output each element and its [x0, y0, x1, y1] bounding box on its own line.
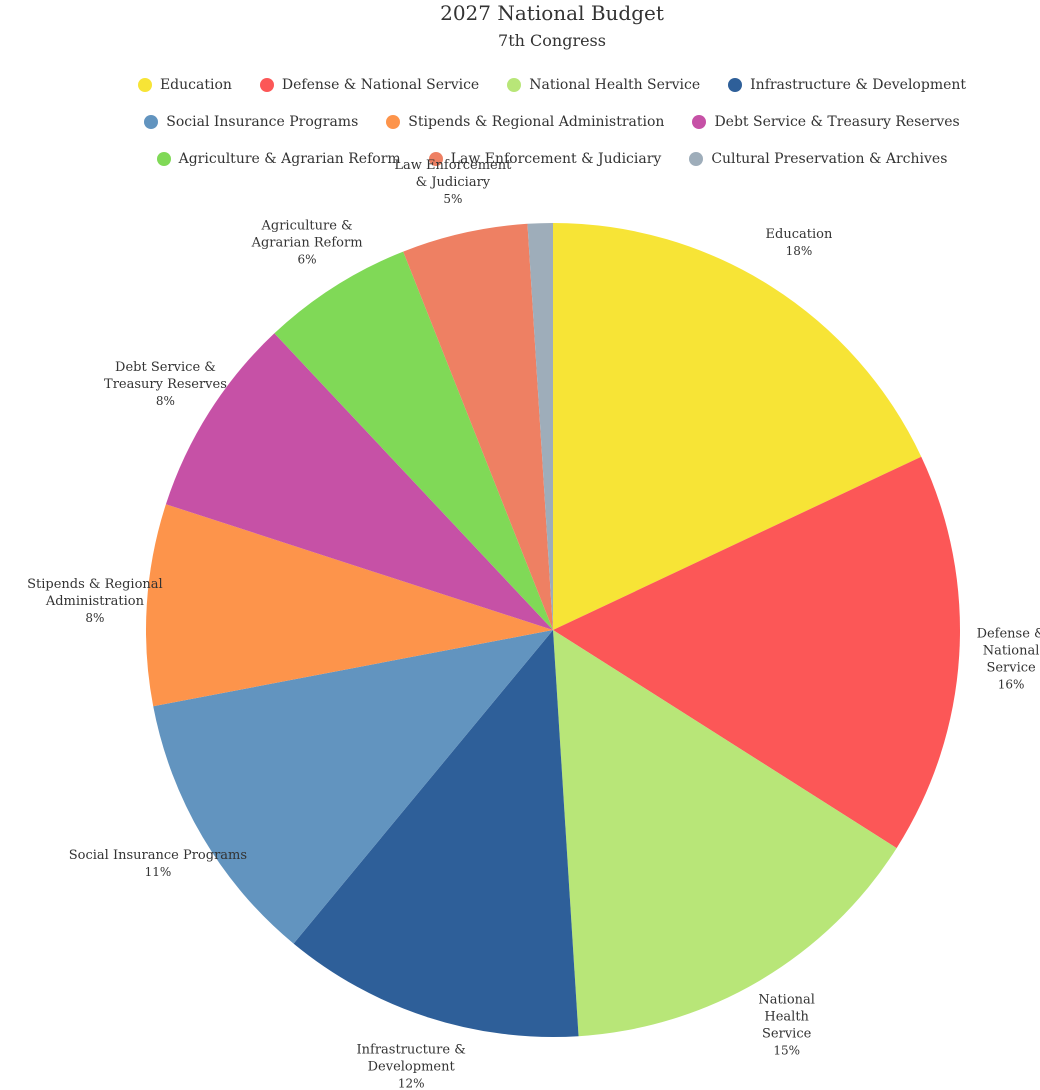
- slice-percent-label: 11%: [145, 865, 172, 879]
- slice-name-label: Service: [762, 1027, 812, 1042]
- legend-label: Debt Service & Treasury Reserves: [714, 113, 960, 130]
- slice-label: Defense & National Service 16%: [977, 626, 1040, 691]
- slice-name-label: Infrastructure &: [357, 1043, 466, 1058]
- slice-label: Education 18%: [766, 227, 833, 258]
- legend-label: Cultural Preservation & Archives: [711, 150, 948, 167]
- pie-slice[interactable]: [293, 630, 579, 1037]
- legend-swatch: [728, 77, 743, 92]
- legend-label: Agriculture & Agrarian Reform: [178, 150, 401, 167]
- slice-name-label: Development: [368, 1060, 456, 1075]
- slice-percent-label: 5%: [443, 192, 462, 206]
- legend-label: National Health Service: [529, 76, 701, 93]
- legend-item[interactable]: Law Enforcement & Judiciary: [428, 150, 662, 167]
- slice-percent-label: 16%: [998, 677, 1025, 691]
- pie-slice[interactable]: [274, 251, 553, 630]
- slice-label: Social Insurance Programs 11%: [69, 848, 247, 879]
- legend-item[interactable]: Education: [137, 76, 232, 93]
- legend-item[interactable]: National Health Service: [507, 77, 700, 93]
- slice-label: Agriculture & Agrarian Reform 6%: [251, 218, 363, 266]
- slice-percent-label: 6%: [298, 252, 317, 266]
- slice-name-label: Treasury Reserves: [104, 377, 227, 392]
- legend-label: Law Enforcement & Judiciary: [450, 150, 662, 167]
- legend-label: Education: [159, 76, 232, 93]
- legend-swatch: [428, 151, 443, 166]
- slice-label: Law Enforcement & Judiciary 5%: [394, 158, 512, 206]
- legend-swatch: [507, 77, 522, 92]
- legend-label: Social Insurance Programs: [166, 113, 359, 130]
- slice-percent-label: 8%: [156, 394, 175, 408]
- slice-name-label: Agriculture &: [261, 218, 353, 233]
- slice-name-label: Service: [986, 660, 1036, 675]
- legend-item[interactable]: Stipends & Regional Administration: [386, 114, 664, 130]
- slice-name-label: Agrarian Reform: [251, 235, 363, 250]
- slice-percent-label: 8%: [85, 611, 104, 625]
- slice-name-label: Health: [764, 1010, 809, 1025]
- legend-swatch: [156, 151, 171, 166]
- legend-swatch: [137, 77, 152, 92]
- legend-swatch: [144, 114, 159, 129]
- pie-slice[interactable]: [165, 333, 554, 630]
- slice-name-label: Education: [766, 227, 833, 242]
- slice-percent-label: 15%: [773, 1044, 800, 1058]
- slice-name-label: National: [758, 993, 815, 1008]
- legend-swatch: [692, 114, 707, 129]
- slice-labels: Education 18% Defense & National Service 16% N…: [27, 158, 1040, 1090]
- slice-name-label: Debt Service &: [115, 360, 216, 375]
- slice-name-label: National: [983, 643, 1040, 658]
- legend-row: Social Insurance Programs Stipends & Regi…: [0, 103, 1040, 140]
- legend-item[interactable]: Infrastructure & Development: [728, 77, 966, 93]
- pie-slice[interactable]: [527, 223, 553, 630]
- slice-label: Debt Service & Treasury Reserves 8%: [104, 360, 227, 408]
- slice-name-label: Stipends & Regional: [27, 577, 163, 592]
- legend-item[interactable]: Debt Service & Treasury Reserves: [692, 113, 960, 130]
- pie-slice[interactable]: [403, 223, 553, 631]
- legend-label: Defense & National Service: [281, 76, 480, 93]
- slice-name-label: Defense &: [977, 626, 1040, 641]
- legend-item[interactable]: Cultural Preservation & Archives: [689, 151, 947, 167]
- slice-percent-label: 12%: [398, 1077, 425, 1090]
- legend-swatch: [689, 151, 704, 166]
- slice-name-label: Administration: [45, 594, 145, 609]
- slice-name-label: Social Insurance Programs: [69, 848, 247, 863]
- legend-row: Education Defense & National Service Natio…: [0, 66, 1040, 103]
- slice-label: National Health Service 15%: [758, 993, 815, 1058]
- legend-row: Agriculture & Agrarian Reform Law Enforce…: [0, 140, 1040, 177]
- legend: Education Defense & National Service Natio…: [0, 66, 1040, 177]
- legend-label: Infrastructure & Development: [750, 76, 967, 93]
- pie-slice[interactable]: [553, 630, 897, 1037]
- pie-slice[interactable]: [153, 630, 553, 944]
- legend-swatch: [259, 77, 274, 92]
- pie-slice[interactable]: [146, 504, 553, 707]
- legend-item[interactable]: Social Insurance Programs: [144, 114, 358, 130]
- legend-swatch: [386, 114, 401, 129]
- slice-name-label: & Judiciary: [416, 175, 491, 190]
- slice-label: Infrastructure & Development 12%: [357, 1043, 466, 1090]
- pie-slice[interactable]: [553, 223, 922, 630]
- slice-label: Stipends & Regional Administration 8%: [27, 577, 163, 625]
- pie-slice[interactable]: [553, 456, 960, 849]
- chart-title: 2027 National Budget: [440, 1, 664, 25]
- slice-name-label: Law Enforcement: [394, 158, 512, 173]
- legend-item[interactable]: Agriculture & Agrarian Reform: [156, 150, 401, 167]
- legend-item[interactable]: Defense & National Service: [259, 76, 480, 93]
- legend-label: Stipends & Regional Administration: [408, 113, 665, 130]
- slice-percent-label: 18%: [786, 244, 813, 258]
- chart-subtitle: 7th Congress: [498, 31, 606, 50]
